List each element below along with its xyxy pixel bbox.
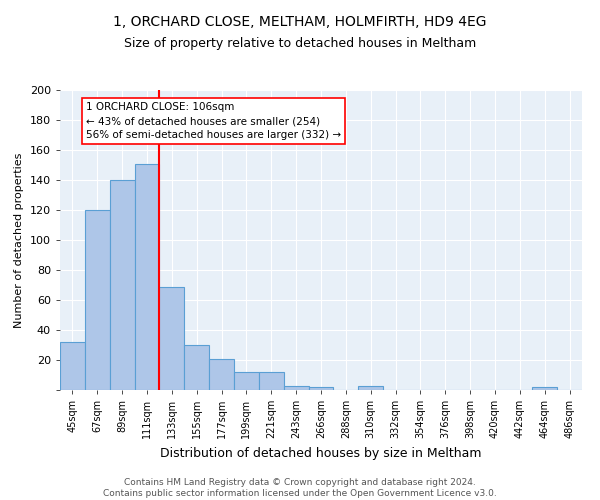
Text: Size of property relative to detached houses in Meltham: Size of property relative to detached ho… bbox=[124, 38, 476, 51]
Text: 1, ORCHARD CLOSE, MELTHAM, HOLMFIRTH, HD9 4EG: 1, ORCHARD CLOSE, MELTHAM, HOLMFIRTH, HD… bbox=[113, 15, 487, 29]
Bar bbox=[85, 210, 110, 390]
X-axis label: Distribution of detached houses by size in Meltham: Distribution of detached houses by size … bbox=[160, 446, 482, 460]
Bar bbox=[60, 342, 85, 390]
Bar bbox=[308, 387, 334, 390]
Bar bbox=[134, 164, 160, 390]
Y-axis label: Number of detached properties: Number of detached properties bbox=[14, 152, 24, 328]
Bar bbox=[358, 386, 383, 390]
Bar bbox=[532, 387, 557, 390]
Bar bbox=[160, 286, 184, 390]
Text: Contains HM Land Registry data © Crown copyright and database right 2024.
Contai: Contains HM Land Registry data © Crown c… bbox=[103, 478, 497, 498]
Bar bbox=[184, 345, 209, 390]
Bar bbox=[209, 358, 234, 390]
Bar bbox=[234, 372, 259, 390]
Bar bbox=[110, 180, 134, 390]
Bar bbox=[284, 386, 308, 390]
Bar bbox=[259, 372, 284, 390]
Text: 1 ORCHARD CLOSE: 106sqm
← 43% of detached houses are smaller (254)
56% of semi-d: 1 ORCHARD CLOSE: 106sqm ← 43% of detache… bbox=[86, 102, 341, 140]
